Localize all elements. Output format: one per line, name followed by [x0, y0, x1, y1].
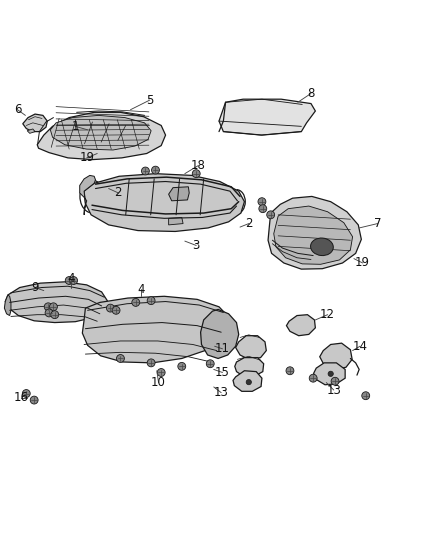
- Circle shape: [267, 211, 275, 219]
- Circle shape: [117, 354, 124, 362]
- Circle shape: [51, 311, 59, 319]
- Circle shape: [70, 277, 78, 285]
- Polygon shape: [219, 99, 315, 135]
- Circle shape: [147, 359, 155, 367]
- Polygon shape: [233, 371, 262, 391]
- Polygon shape: [4, 295, 11, 316]
- Circle shape: [246, 379, 251, 385]
- Text: 3: 3: [193, 239, 200, 252]
- Text: 8: 8: [307, 87, 314, 100]
- Polygon shape: [314, 363, 345, 385]
- Polygon shape: [23, 114, 47, 132]
- Ellipse shape: [311, 238, 333, 255]
- Circle shape: [331, 377, 339, 385]
- Polygon shape: [169, 217, 183, 225]
- Circle shape: [152, 166, 159, 174]
- Polygon shape: [37, 112, 166, 159]
- Polygon shape: [84, 174, 244, 231]
- Circle shape: [328, 371, 333, 376]
- Circle shape: [309, 374, 317, 382]
- Circle shape: [22, 390, 30, 398]
- Polygon shape: [274, 206, 353, 264]
- Circle shape: [30, 396, 38, 404]
- Polygon shape: [236, 336, 266, 359]
- Text: 12: 12: [320, 308, 335, 321]
- Polygon shape: [268, 197, 361, 269]
- Polygon shape: [169, 187, 189, 201]
- Circle shape: [112, 306, 120, 314]
- Circle shape: [49, 303, 57, 311]
- Text: 11: 11: [215, 342, 230, 356]
- Circle shape: [147, 297, 155, 304]
- Text: 5: 5: [146, 94, 153, 107]
- Polygon shape: [201, 310, 239, 359]
- Text: 7: 7: [374, 217, 381, 230]
- Text: 9: 9: [31, 281, 39, 294]
- Text: 15: 15: [215, 366, 230, 379]
- Polygon shape: [286, 314, 315, 336]
- Circle shape: [141, 167, 149, 175]
- Text: 1: 1: [71, 120, 79, 133]
- Circle shape: [192, 169, 200, 177]
- Text: 13: 13: [326, 384, 341, 397]
- Circle shape: [178, 362, 186, 370]
- Circle shape: [132, 298, 140, 306]
- Circle shape: [65, 277, 73, 285]
- Text: 4: 4: [67, 272, 75, 285]
- Polygon shape: [5, 282, 107, 322]
- Text: 6: 6: [14, 103, 21, 116]
- Text: 18: 18: [191, 159, 205, 172]
- Text: 4: 4: [137, 283, 145, 296]
- Text: 13: 13: [214, 386, 229, 399]
- Polygon shape: [80, 175, 95, 215]
- Polygon shape: [320, 343, 352, 370]
- Text: 10: 10: [151, 376, 166, 389]
- Circle shape: [45, 309, 53, 317]
- Polygon shape: [27, 129, 35, 133]
- Text: 16: 16: [14, 391, 28, 405]
- Text: 14: 14: [353, 340, 367, 353]
- Circle shape: [362, 392, 370, 400]
- Polygon shape: [82, 296, 229, 363]
- Circle shape: [259, 205, 267, 213]
- Circle shape: [206, 360, 214, 368]
- Text: 19: 19: [79, 151, 94, 164]
- Circle shape: [157, 368, 165, 376]
- Polygon shape: [50, 115, 151, 150]
- Circle shape: [106, 304, 114, 312]
- Polygon shape: [235, 358, 264, 377]
- Circle shape: [258, 198, 266, 206]
- Text: 2: 2: [245, 217, 253, 230]
- Text: 19: 19: [355, 256, 370, 270]
- Text: 2: 2: [114, 187, 122, 199]
- Circle shape: [44, 303, 52, 311]
- Circle shape: [286, 367, 294, 375]
